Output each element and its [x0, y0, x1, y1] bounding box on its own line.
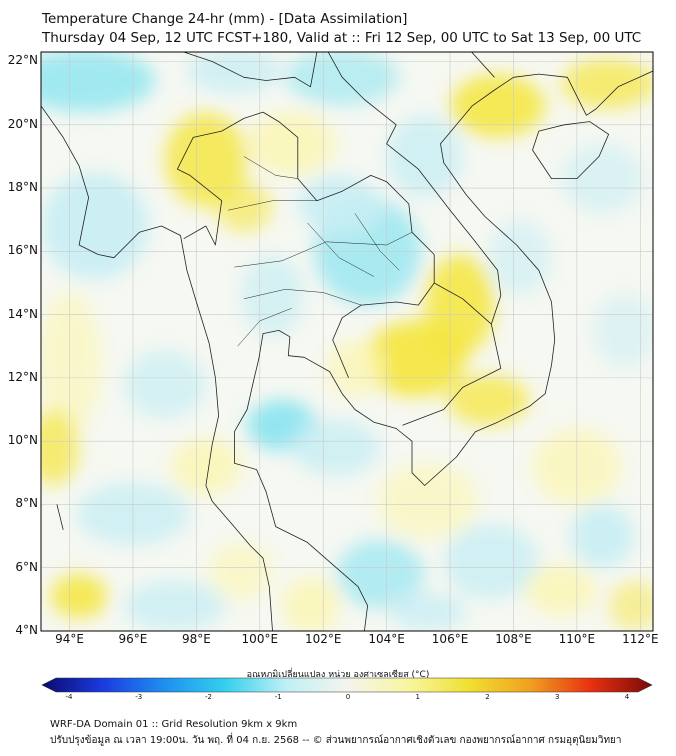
- temperature-anomaly-patch: [570, 504, 634, 568]
- footer-credit: ปรับปรุงข้อมูล ณ เวลา 19:00น. วัน พฤ. ที…: [50, 735, 622, 746]
- temperature-anomaly-patch: [209, 542, 273, 600]
- lon-tick-label: 108°E: [495, 632, 532, 646]
- lon-tick-label: 100°E: [241, 632, 279, 646]
- colorbar-tick-label: -1: [274, 693, 282, 701]
- lon-tick-label: 102°E: [304, 632, 342, 646]
- temperature-anomaly-patch: [164, 112, 248, 208]
- graticule: [41, 52, 653, 631]
- temperature-map: [40, 51, 654, 632]
- temperature-anomaly-patch: [297, 175, 381, 233]
- boundary-line: [56, 504, 64, 530]
- temperature-anomaly-patch: [608, 580, 653, 631]
- province-line: [234, 232, 413, 268]
- boundary-line: [532, 121, 609, 180]
- temperature-anomaly-patch: [335, 539, 425, 609]
- lat-tick-label: 16°N: [7, 243, 38, 258]
- colorbar-tick-label: -3: [135, 693, 143, 701]
- lat-tick-label: 20°N: [7, 116, 38, 131]
- temperature-anomaly-patch: [377, 463, 479, 540]
- colorbar: [41, 677, 653, 693]
- temperature-anomaly-patch: [561, 58, 653, 109]
- colorbar-tick-label: 0: [345, 693, 351, 701]
- lon-tick-label: 98°E: [181, 632, 211, 646]
- temperature-anomaly-patch: [386, 115, 463, 198]
- boundary-line: [332, 301, 419, 379]
- lat-tick-label: 6°N: [15, 559, 38, 574]
- footer-model-info: WRF-DA Domain 01 :: Grid Resolution 9km …: [50, 719, 298, 730]
- colorbar-tick-label: -4: [65, 693, 73, 701]
- temperature-anomaly-patch: [282, 577, 340, 631]
- map-frame: [40, 51, 654, 632]
- boundary-line: [176, 111, 264, 246]
- temperature-anomaly-patch: [389, 593, 466, 631]
- boundary-line: [434, 282, 492, 325]
- lon-tick-label: 106°E: [431, 632, 469, 646]
- boundary-line: [262, 111, 435, 306]
- boundary-line: [41, 52, 318, 88]
- colorbar-tick-label: -2: [205, 693, 212, 701]
- lat-tick-label: 8°N: [15, 496, 38, 511]
- colorbar-tick-label: 2: [485, 693, 490, 701]
- colorbar-tick-label: 3: [555, 693, 560, 701]
- temperature-anomaly-patch: [561, 143, 644, 214]
- colorbar-tick-label: 4: [624, 693, 630, 701]
- temperature-anomaly-patch: [171, 438, 241, 495]
- temperature-anomaly-patch: [446, 374, 530, 426]
- temperature-anomaly-patch: [291, 419, 381, 476]
- lat-tick-label: 22°N: [7, 53, 38, 68]
- temperature-anomaly-patch: [247, 112, 336, 176]
- boundary-line: [327, 52, 502, 325]
- temperature-anomaly-patch: [326, 339, 384, 397]
- chart-subtitle: Thursday 04 Sep, 12 UTC FCST+180, Valid …: [42, 30, 642, 46]
- temperature-anomaly-patch: [240, 254, 305, 337]
- temperature-anomaly-patch: [50, 574, 108, 619]
- coastlines: [41, 52, 653, 631]
- lat-tick-label: 18°N: [7, 180, 38, 195]
- lon-tick-label: 104°E: [368, 632, 405, 646]
- colorbar-label: อุณหภูมิเปลี่ยนแปลง หน่วย องศาเซลเซียส (…: [246, 670, 430, 680]
- temperature-anomaly-patch: [526, 564, 596, 616]
- province-line: [243, 156, 298, 179]
- boundary-line: [233, 70, 653, 631]
- lon-tick-label: 112°E: [622, 632, 659, 646]
- province-line: [237, 308, 292, 347]
- lon-tick-label: 110°E: [558, 632, 596, 646]
- temperature-anomaly-patch: [123, 349, 206, 420]
- temperature-anomaly-patch: [592, 292, 653, 369]
- lat-tick-label: 10°N: [7, 433, 38, 448]
- lat-tick-label: 14°N: [7, 306, 38, 321]
- temperature-anomaly-patch: [285, 52, 400, 106]
- temperature-field: [41, 52, 653, 631]
- province-line: [228, 200, 317, 211]
- province-line: [354, 213, 400, 271]
- province-line: [307, 222, 375, 277]
- temperature-anomaly-patch: [41, 409, 80, 486]
- temperature-anomaly-patch: [186, 52, 282, 94]
- boundary-line: [402, 324, 502, 426]
- lat-tick-label: 12°N: [7, 369, 38, 384]
- lon-tick-label: 96°E: [118, 632, 148, 646]
- lon-tick-label: 94°E: [55, 632, 84, 646]
- temperature-anomaly-patch: [488, 219, 552, 296]
- colorbar-tick-label: 1: [415, 693, 420, 701]
- temperature-anomaly-patch: [41, 292, 102, 432]
- temperature-anomaly-patch: [450, 74, 546, 138]
- temperature-anomaly-patch: [123, 580, 225, 631]
- boundary-line: [41, 105, 273, 631]
- temperature-anomaly-patch: [41, 172, 149, 280]
- province-line: [243, 289, 362, 306]
- temperature-anomaly-patch: [443, 523, 539, 600]
- lat-tick-label: 4°N: [15, 623, 38, 637]
- chart-title: Temperature Change 24-hr (mm) - [Data As…: [42, 11, 408, 27]
- boundary-line: [471, 52, 495, 78]
